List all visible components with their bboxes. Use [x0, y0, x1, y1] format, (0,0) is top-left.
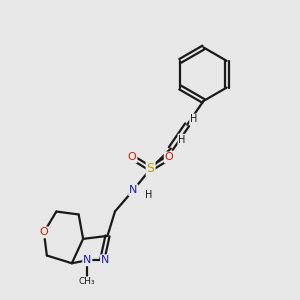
Text: N: N [101, 255, 109, 265]
Text: CH₃: CH₃ [79, 277, 96, 286]
Text: O: O [165, 152, 173, 162]
Text: S: S [147, 162, 154, 175]
Text: O: O [40, 227, 48, 237]
Text: H: H [178, 135, 186, 145]
Text: H: H [190, 114, 197, 124]
Text: N: N [129, 185, 137, 195]
Text: H: H [145, 190, 152, 200]
Text: O: O [128, 152, 136, 162]
Text: N: N [83, 255, 92, 265]
